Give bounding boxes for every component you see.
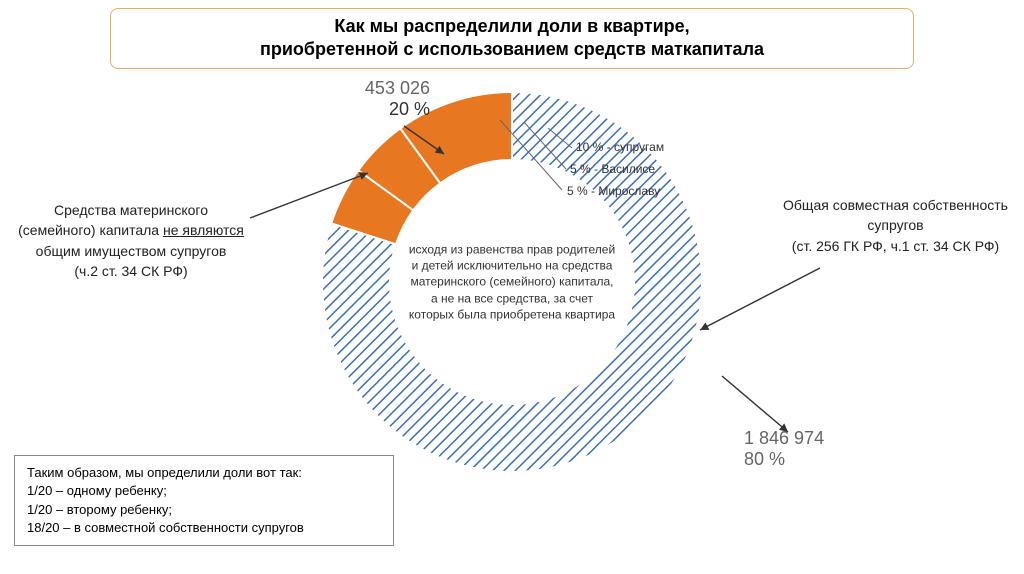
left-underlined: не являются <box>163 222 244 238</box>
donut-chart: исходя из равенства прав родителей и дет… <box>302 72 722 492</box>
blue-amount: 1 846 974 <box>744 428 824 448</box>
leader-vasilise: 5 % - Василисе <box>570 162 655 176</box>
blue-pct: 80 % <box>744 449 785 469</box>
donut-center-text: исходя из равенства прав родителей и дет… <box>407 242 617 323</box>
right-ref: (ст. 256 ГК РФ, ч.1 ст. 34 СК РФ) <box>792 238 999 254</box>
bottom-intro: Таким образом, мы определили доли вот та… <box>27 464 381 482</box>
bottom-results-box: Таким образом, мы определили доли вот та… <box>14 455 394 546</box>
leader-suprugam: 10 % - супругам <box>576 140 664 154</box>
callout-orange: 453 026 20 % <box>310 78 430 120</box>
right-main: Общая совместная собственность супругов <box>783 197 1008 233</box>
bottom-line-0: 1/20 – одному ребенку; <box>27 482 381 500</box>
orange-pct: 20 % <box>310 99 430 120</box>
side-text-left: Средства материнского (семейного) капита… <box>16 200 246 281</box>
bottom-line-1: 1/20 – второму ребенку; <box>27 501 381 519</box>
side-text-right: Общая совместная собственность супругов … <box>783 195 1008 256</box>
bottom-line-2: 18/20 – в совместной собственности супру… <box>27 519 381 537</box>
leader-miroslavu: 5 % - Мирославу <box>567 184 660 198</box>
left-post: общим имуществом супругов <box>36 243 227 259</box>
title-line-2: приобретенной с использованием средств м… <box>131 38 893 61</box>
orange-amount: 453 026 <box>310 78 430 99</box>
left-ref: (ч.2 ст. 34 СК РФ) <box>74 263 187 279</box>
callout-blue: 1 846 974 80 % <box>744 428 904 470</box>
page-title: Как мы распределили доли в квартире, при… <box>110 8 914 69</box>
title-line-1: Как мы распределили доли в квартире, <box>131 15 893 38</box>
